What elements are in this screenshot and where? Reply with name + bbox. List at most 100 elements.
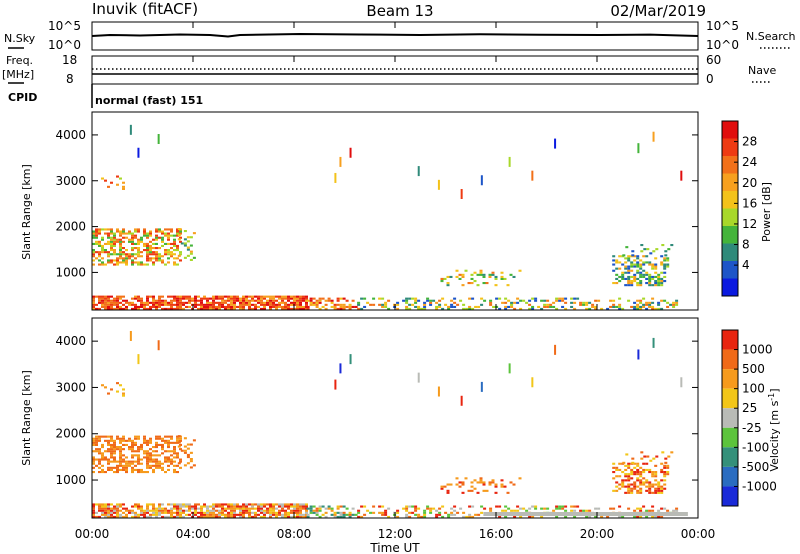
velocity-cell <box>426 507 430 510</box>
power-cell <box>158 257 161 260</box>
velocity-cell <box>161 452 164 455</box>
power-cell <box>507 299 511 302</box>
power-cell <box>488 275 492 278</box>
power-cell <box>125 255 128 258</box>
power-cell <box>170 230 173 233</box>
velocity-cell <box>92 441 95 444</box>
velocity-cell <box>636 471 640 474</box>
velocity-cell <box>131 450 134 453</box>
velocity-cell <box>119 515 122 518</box>
velocity-cell <box>661 451 665 454</box>
velocity-cell <box>182 511 185 514</box>
velocity-cell <box>654 475 658 478</box>
power-cell <box>458 277 462 280</box>
power-cell <box>459 299 463 302</box>
power-cell <box>140 297 143 300</box>
power-cell <box>639 301 643 304</box>
power-cell <box>348 307 352 310</box>
power-cell <box>161 261 164 264</box>
power-cell <box>506 284 510 287</box>
velocity-cell <box>624 468 628 471</box>
power-cell <box>378 303 382 306</box>
velocity-cell <box>179 515 182 518</box>
power-cell <box>152 247 155 250</box>
velocity-cell <box>657 489 661 492</box>
velocity-cell <box>468 505 472 508</box>
power-cell <box>278 305 281 308</box>
velocity-cell <box>458 481 462 484</box>
power-cell <box>173 263 176 266</box>
velocity-cell <box>119 452 122 455</box>
power-cell <box>293 299 296 302</box>
power-cell <box>104 232 107 235</box>
velocity-cell <box>116 513 119 516</box>
power-cell <box>260 297 263 300</box>
power-cell <box>209 305 212 308</box>
velocity-cell <box>646 455 650 458</box>
power-cell <box>269 307 272 310</box>
power-cell <box>357 307 361 310</box>
velocity-cell <box>233 503 236 506</box>
power-cell <box>492 305 496 308</box>
power-cell <box>158 295 161 298</box>
power-cell <box>444 303 448 306</box>
velocity-cell <box>215 509 218 512</box>
power-cell <box>149 305 152 308</box>
velocity-cell <box>519 507 523 510</box>
power-cell <box>438 303 442 306</box>
power-cell <box>110 301 113 304</box>
power-cell <box>435 301 439 304</box>
power-cell <box>113 297 116 300</box>
velocity-cell <box>227 505 230 508</box>
power-cell <box>185 297 188 300</box>
power-cell <box>101 251 104 254</box>
velocity-cell <box>269 505 272 508</box>
velocity-cell <box>639 489 643 492</box>
power-cell <box>149 234 152 237</box>
velocity-cell <box>176 511 179 514</box>
velocity-cell <box>576 505 580 508</box>
velocity-cell <box>185 513 188 516</box>
power-cell <box>128 253 131 256</box>
velocity-cell <box>633 466 637 469</box>
power-cell <box>654 271 658 274</box>
velocity-cell <box>230 515 233 518</box>
velocity-cell <box>227 503 230 506</box>
velocity-cell <box>464 477 468 480</box>
power-cell <box>284 297 287 300</box>
power-cell <box>155 301 158 304</box>
velocity-cell <box>161 446 164 449</box>
power-cell <box>236 305 239 308</box>
power-cell <box>212 297 215 300</box>
power-cell <box>543 303 547 306</box>
velocity-cell <box>663 471 667 474</box>
power-cell <box>143 242 146 245</box>
beam-title: Beam 13 <box>366 2 433 20</box>
power-cell <box>627 269 631 272</box>
power-cell <box>113 232 116 235</box>
velocity-cell <box>257 503 260 506</box>
power-cell <box>122 251 125 254</box>
velocity-cell <box>504 515 508 518</box>
power-cell <box>488 273 492 276</box>
power-cell <box>675 303 679 306</box>
power-cell <box>104 179 107 182</box>
power-cell <box>654 267 658 270</box>
velocity-cell <box>98 462 101 465</box>
velocity-cell <box>155 450 158 453</box>
power-cell <box>170 255 173 258</box>
velocity-cell <box>224 515 227 518</box>
velocity-cell <box>137 454 140 457</box>
power-cell <box>446 275 450 278</box>
power-cell <box>212 299 215 302</box>
velocity-cell <box>468 515 472 518</box>
power-cell <box>351 305 355 308</box>
velocity-cell <box>107 460 110 463</box>
velocity-cell <box>140 507 143 510</box>
power-cell <box>639 273 643 276</box>
power-cell <box>227 299 230 302</box>
power-cell <box>621 307 625 310</box>
power-cell <box>177 228 181 231</box>
power-cell <box>119 240 122 243</box>
velocity-cell <box>675 507 679 510</box>
